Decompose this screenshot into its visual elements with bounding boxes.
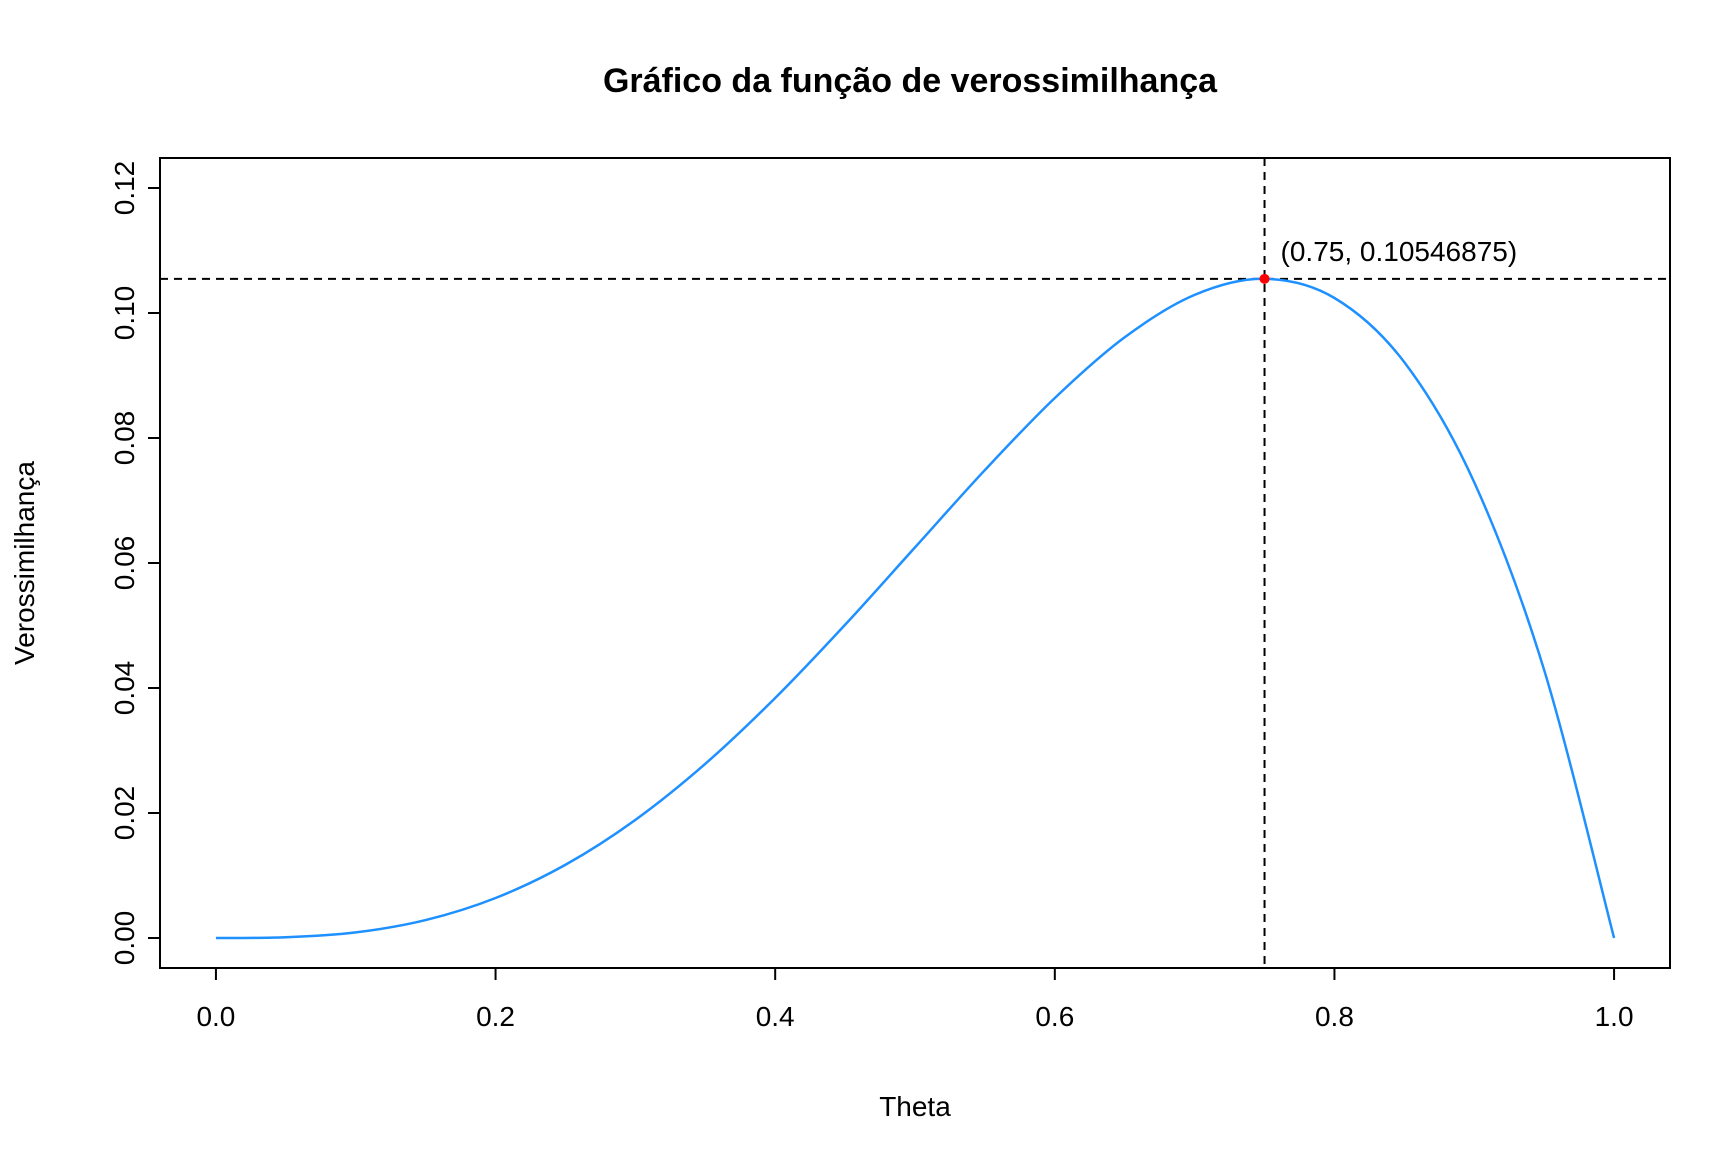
reference-lines: [160, 158, 1670, 968]
x-tick-label: 0.0: [196, 1001, 235, 1032]
y-tick-label: 0.12: [109, 161, 140, 216]
likelihood-curve: [215, 277, 1616, 940]
x-axis: 0.0 0.2 0.4 0.6 0.8 1.0: [196, 967, 1634, 1032]
series-layer: [215, 277, 1616, 940]
y-axis: 0.00 0.02 0.04 0.06 0.08 0.10 0.12: [109, 161, 161, 966]
y-tick-label: 0.08: [109, 411, 140, 466]
x-axis-title: Theta: [879, 1091, 951, 1122]
y-tick-label: 0.10: [109, 286, 140, 341]
y-axis-title: Verossimilhança: [9, 461, 40, 665]
y-tick-label: 0.04: [109, 661, 140, 716]
x-tick-label: 0.4: [756, 1001, 795, 1032]
x-tick-label: 1.0: [1595, 1001, 1634, 1032]
x-tick-label: 0.6: [1035, 1001, 1074, 1032]
max-point-label: (0.75, 0.10546875): [1281, 236, 1518, 267]
max-point-marker: [1259, 273, 1270, 284]
y-tick-label: 0.00: [109, 911, 140, 966]
highlight-layer: (0.75, 0.10546875): [1259, 236, 1518, 284]
x-tick-label: 0.2: [476, 1001, 515, 1032]
chart-title: Gráfico da função de verossimilhança: [603, 62, 1218, 100]
x-tick-label: 0.8: [1315, 1001, 1354, 1032]
y-tick-label: 0.06: [109, 536, 140, 591]
y-tick-label: 0.02: [109, 786, 140, 841]
